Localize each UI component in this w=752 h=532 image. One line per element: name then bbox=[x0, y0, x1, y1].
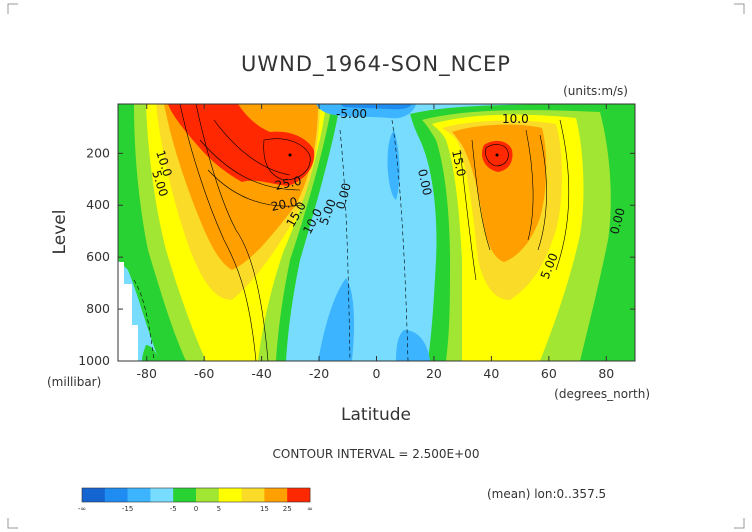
contour-line bbox=[525, 129, 534, 241]
colorbar-swatch bbox=[173, 488, 197, 502]
x-tick-label: -20 bbox=[309, 366, 329, 381]
y-axis: 200 400 600 800 1000 bbox=[78, 145, 635, 368]
contour-line bbox=[199, 139, 301, 191]
contour-line-dashed bbox=[339, 129, 351, 361]
y-tick-label: 800 bbox=[86, 301, 110, 316]
contour-line-dashed bbox=[133, 279, 155, 361]
contour-label: 20.0 bbox=[270, 195, 299, 214]
colorbar: -∞ -15 -5 0 5 15 25 ∞ bbox=[78, 487, 313, 513]
x-tick-label: 60 bbox=[541, 366, 557, 381]
contour-line bbox=[213, 119, 291, 176]
contour-line bbox=[263, 138, 311, 181]
x-units-label: (degrees_north) bbox=[554, 387, 650, 401]
jet-marker-north bbox=[495, 153, 499, 157]
colorbar-swatch bbox=[218, 488, 242, 502]
x-tick-label: -80 bbox=[137, 366, 157, 381]
colorbar-tick-label: 0 bbox=[194, 505, 198, 513]
contour-line bbox=[471, 139, 491, 251]
colorbar-swatch bbox=[127, 488, 151, 502]
contour-label: -5.00 bbox=[336, 107, 367, 121]
x-tick-label: 40 bbox=[483, 366, 499, 381]
x-axis: -80 -60 -40 -20 0 20 40 60 80 bbox=[137, 104, 614, 381]
contour-line-dashed bbox=[391, 119, 409, 361]
x-tick-label: 80 bbox=[598, 366, 614, 381]
colorbar-tick-label: -5 bbox=[170, 505, 177, 513]
missing-data-patch bbox=[124, 284, 132, 361]
contour-line bbox=[459, 149, 477, 281]
colorbar-tick-label: 15 bbox=[260, 505, 269, 513]
jet-marker-south bbox=[288, 153, 292, 157]
colorbar-frame bbox=[81, 487, 311, 503]
x-tick-label: -40 bbox=[251, 366, 271, 381]
crop-marks bbox=[7, 3, 745, 529]
jet-markers bbox=[288, 153, 499, 157]
colorbar-tick-label: ∞ bbox=[307, 505, 313, 513]
colorbar-tick-label: -∞ bbox=[78, 505, 86, 513]
contour-label: 10.0 bbox=[502, 112, 529, 126]
contour-label: 0.00 bbox=[333, 181, 353, 210]
colorbar-swatch bbox=[287, 488, 311, 502]
contour-line bbox=[179, 104, 257, 361]
colorbar-swatch bbox=[264, 488, 288, 502]
contour-line bbox=[555, 119, 569, 271]
contour-line bbox=[485, 144, 509, 167]
band-minus-5-lower bbox=[318, 278, 354, 361]
band-minus-5-surface bbox=[396, 330, 430, 361]
y-units-label: (millibar) bbox=[47, 375, 101, 389]
x-tick-label: 0 bbox=[373, 366, 381, 381]
y-axis-title: Level bbox=[50, 210, 70, 255]
missing-data-patch bbox=[132, 325, 138, 361]
contour-field bbox=[118, 104, 635, 361]
y-tick-label: 600 bbox=[86, 249, 110, 264]
contour-label: 15.0 bbox=[449, 149, 468, 178]
contour-interval-label: CONTOUR INTERVAL = 2.500E+00 bbox=[273, 447, 480, 461]
colorbar-swatch bbox=[196, 488, 220, 502]
contour-line bbox=[537, 134, 547, 251]
band-20-25-north bbox=[452, 124, 547, 262]
x-axis-title: Latitude bbox=[341, 405, 411, 425]
colorbar-swatch bbox=[150, 488, 174, 502]
contour-label: 25.0 bbox=[274, 174, 303, 193]
colorbar-tick-label: 25 bbox=[283, 505, 292, 513]
mean-longitude-note: (mean) lon:0..357.5 bbox=[487, 487, 606, 501]
band-minus-5-mid bbox=[387, 130, 400, 200]
colorbar-swatch bbox=[82, 488, 106, 502]
x-tick-label: 20 bbox=[426, 366, 442, 381]
colorbar-tick-label: 5 bbox=[217, 505, 221, 513]
colorbar-tick-label: -15 bbox=[122, 505, 133, 513]
x-tick-label: -60 bbox=[194, 366, 214, 381]
y-tick-label: 1000 bbox=[78, 353, 110, 368]
missing-data-patch bbox=[118, 262, 124, 361]
contour-line bbox=[207, 169, 305, 207]
contour-lines bbox=[133, 104, 569, 361]
y-tick-label: 200 bbox=[86, 145, 110, 160]
contour-label: 0.00 bbox=[607, 206, 627, 235]
contour-label: 0.00 bbox=[415, 168, 434, 197]
band-25-plus-south bbox=[168, 104, 315, 186]
chart-title: UWND_1964-SON_NCEP bbox=[241, 52, 511, 77]
units-label: (units:m/s) bbox=[563, 84, 628, 98]
colorbar-swatch bbox=[241, 488, 265, 502]
colorbar-swatch bbox=[104, 488, 128, 502]
y-tick-label: 400 bbox=[86, 197, 110, 212]
